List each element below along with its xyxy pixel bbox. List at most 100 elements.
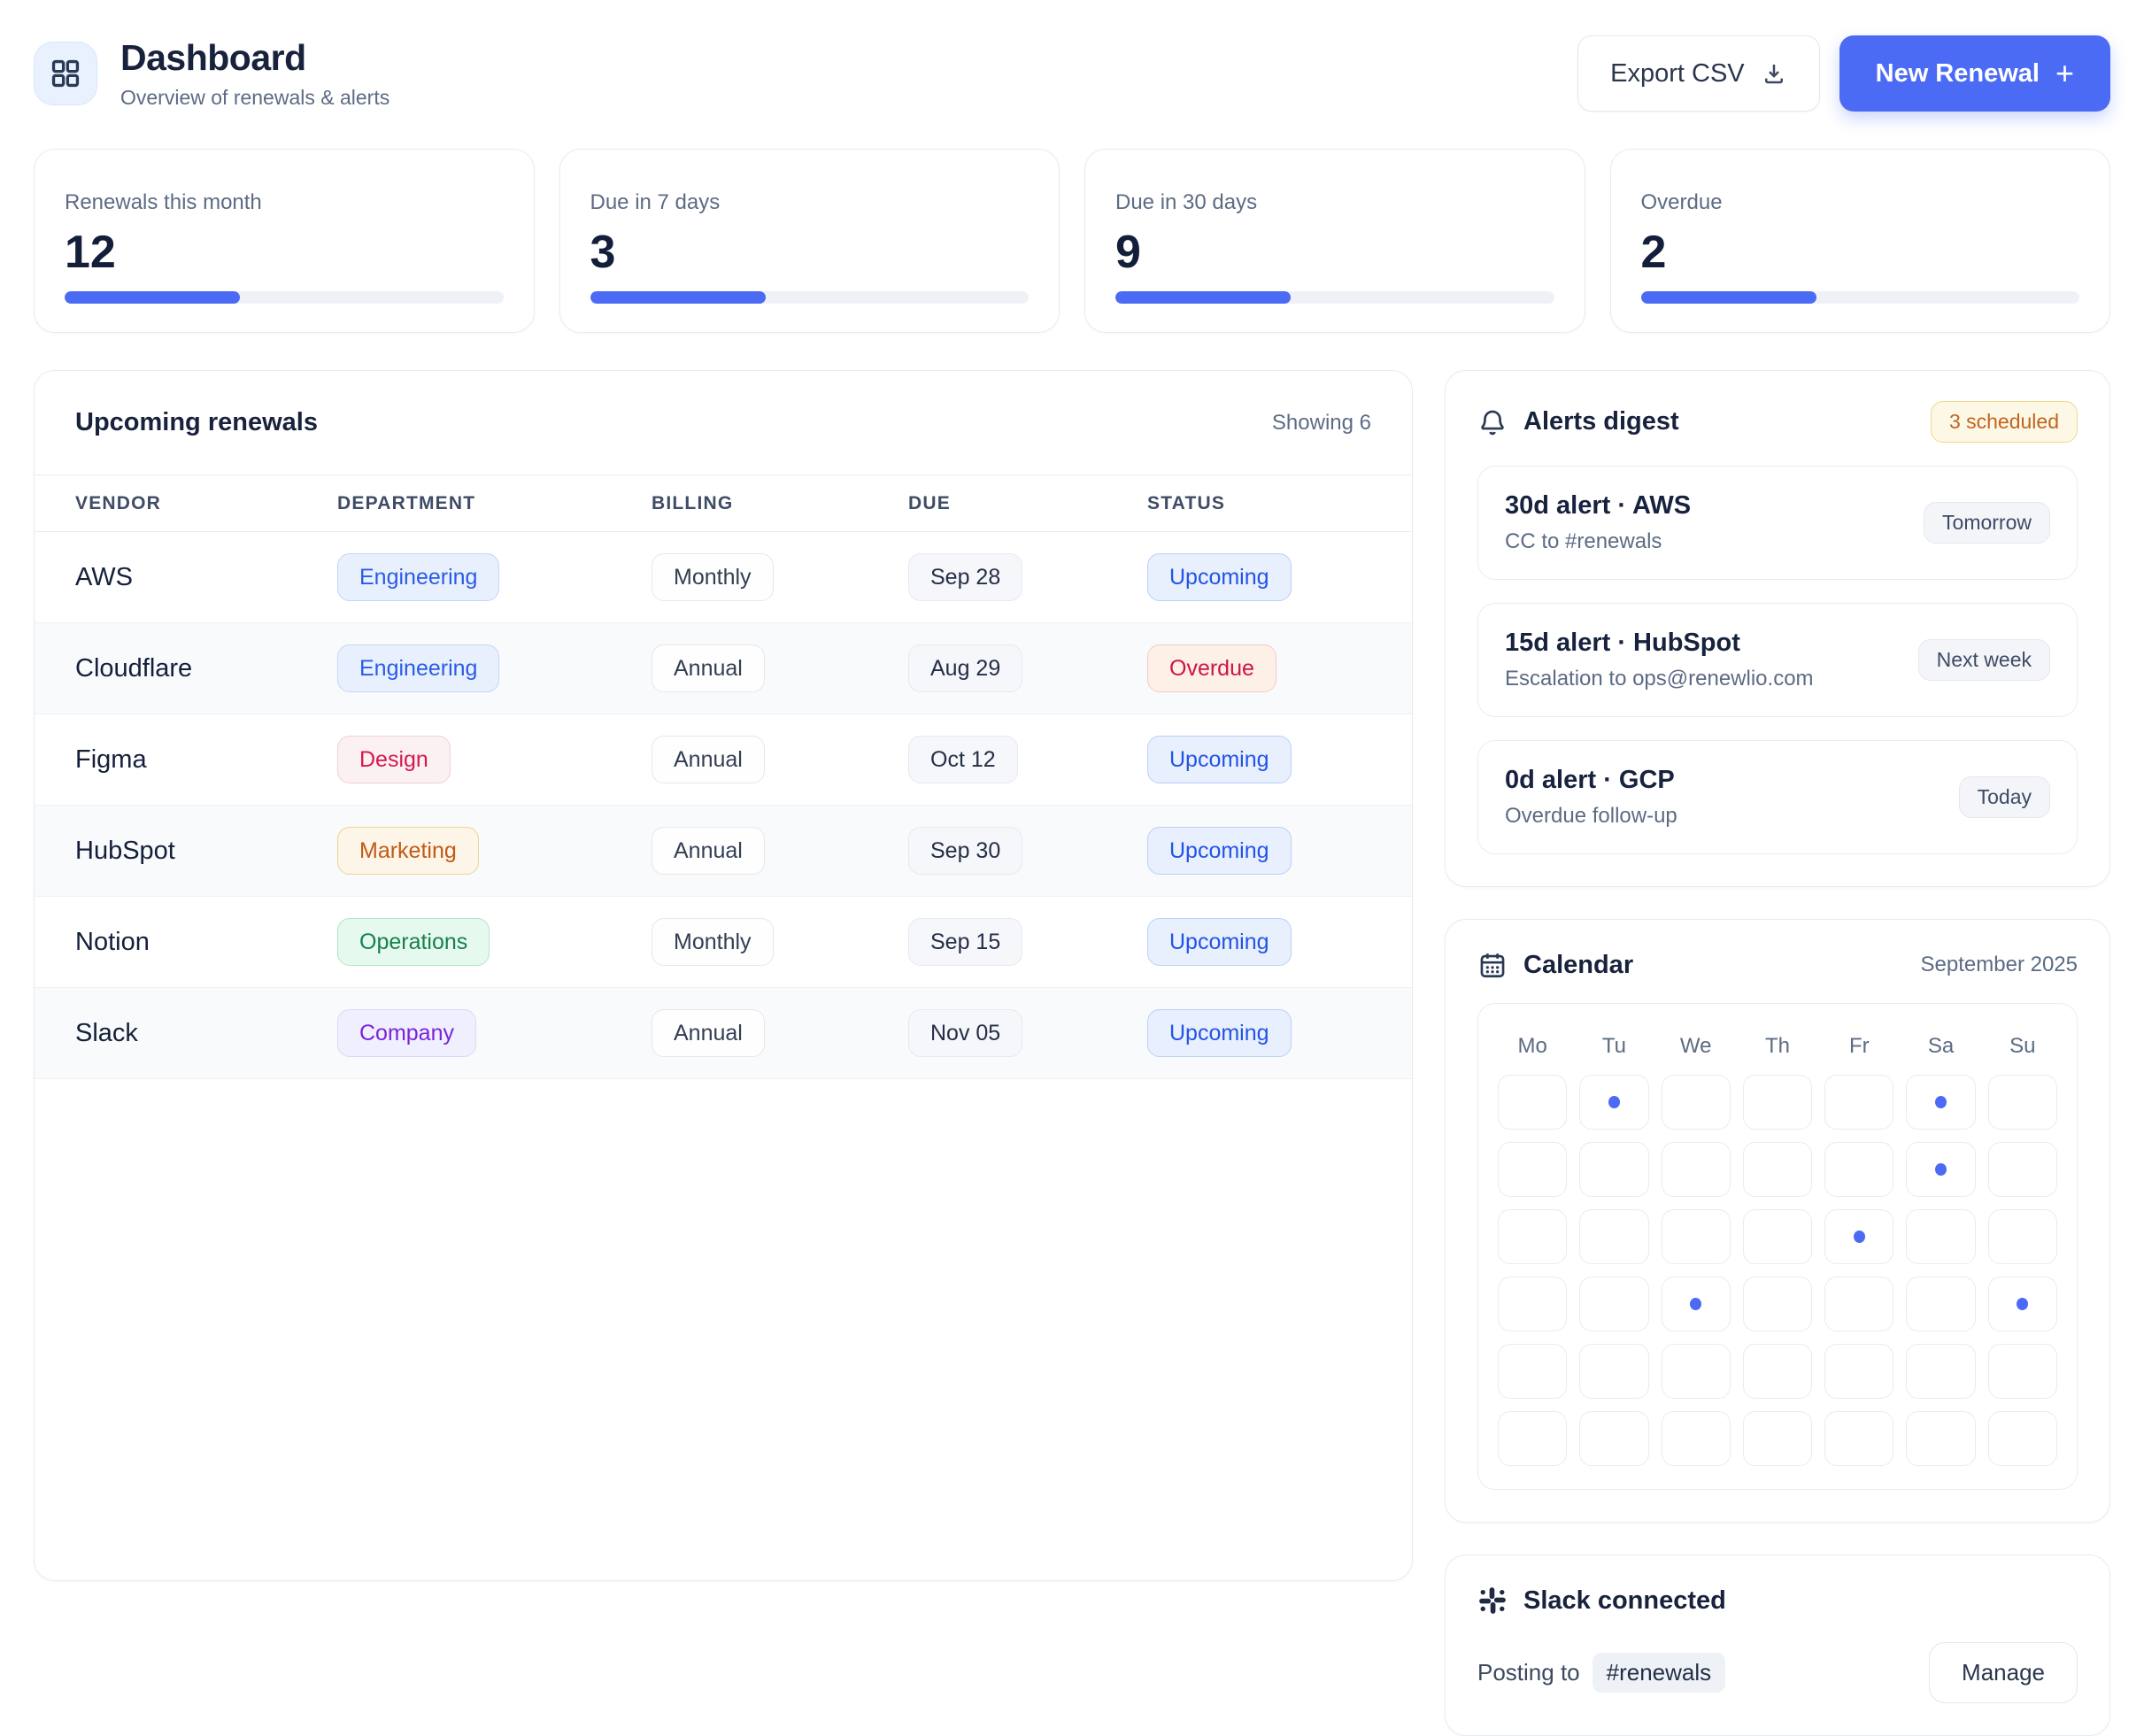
- calendar-cell[interactable]: [1824, 1277, 1894, 1331]
- status-badge: Upcoming: [1147, 918, 1292, 966]
- calendar-cell[interactable]: [1661, 1142, 1731, 1197]
- calendar-cell[interactable]: [1498, 1344, 1568, 1399]
- slack-connected-card: Slack connected Posting to #renewals Man…: [1445, 1555, 2110, 1736]
- calendar-cell[interactable]: [1987, 1277, 2057, 1331]
- vendor-name: Notion: [75, 927, 150, 956]
- billing-badge: Monthly: [652, 553, 774, 601]
- scheduled-badge: 3 scheduled: [1930, 401, 2078, 443]
- day-header: Sa: [1927, 1034, 1955, 1058]
- calendar-cell[interactable]: [1661, 1344, 1731, 1399]
- event-dot: [1935, 1163, 1947, 1176]
- calendar-cell[interactable]: [1579, 1209, 1649, 1264]
- calendar-cell[interactable]: [1987, 1411, 2057, 1466]
- calendar-cell[interactable]: [1906, 1142, 1976, 1197]
- stat-card-due-30-days: Due in 30 days 9: [1084, 149, 1585, 333]
- stat-label: Due in 7 days: [590, 190, 721, 214]
- alert-subtitle: CC to #renewals: [1505, 529, 1662, 553]
- calendar-title: Calendar: [1523, 950, 1634, 979]
- new-renewal-button[interactable]: New Renewal +: [1839, 35, 2110, 112]
- billing-badge: Annual: [652, 736, 765, 783]
- stat-value: 2: [1640, 227, 1667, 278]
- calendar-cell[interactable]: [1579, 1344, 1649, 1399]
- calendar-cell[interactable]: [1742, 1411, 1813, 1466]
- page-subtitle: Overview of renewals & alerts: [120, 86, 390, 109]
- download-icon: [1761, 60, 1787, 87]
- calendar-cell[interactable]: [1661, 1075, 1731, 1130]
- calendar-cell[interactable]: [1742, 1277, 1813, 1331]
- calendar-cell[interactable]: [1824, 1075, 1894, 1130]
- stat-label: Renewals this month: [65, 190, 262, 214]
- calendar-cell[interactable]: [1661, 1411, 1731, 1466]
- stat-label: Overdue: [1640, 190, 1723, 214]
- calendar-cell[interactable]: [1579, 1411, 1649, 1466]
- table-row[interactable]: Notion Operations Monthly Sep 15 Upcomin…: [35, 897, 1412, 988]
- calendar-cell[interactable]: [1579, 1142, 1649, 1197]
- table-row[interactable]: Slack Company Annual Nov 05 Upcoming: [35, 988, 1412, 1079]
- calendar-cell[interactable]: [1661, 1209, 1731, 1264]
- department-badge: Design: [337, 736, 451, 783]
- table-row[interactable]: AWS Engineering Monthly Sep 28 Upcoming: [35, 532, 1412, 623]
- department-badge: Company: [337, 1009, 476, 1057]
- calendar-cell[interactable]: [1579, 1075, 1649, 1130]
- calendar-month-label: September 2025: [1920, 953, 2078, 976]
- calendar-cell[interactable]: [1906, 1277, 1976, 1331]
- day-header: Su: [2009, 1034, 2036, 1058]
- calendar-cell[interactable]: [1906, 1075, 1976, 1130]
- stat-cards: Renewals this month 12 Due in 7 days 3 D…: [34, 149, 2110, 333]
- calendar-cell[interactable]: [1661, 1277, 1731, 1331]
- calendar-cell[interactable]: [1498, 1277, 1568, 1331]
- table-row[interactable]: HubSpot Marketing Annual Sep 30 Upcoming: [35, 806, 1412, 897]
- plus-icon: +: [2055, 55, 2074, 91]
- calendar-card: Calendar September 2025 Mo Tu We Th Fr S…: [1445, 919, 2110, 1523]
- alert-subtitle: Overdue follow-up: [1505, 804, 1677, 828]
- billing-badge: Annual: [652, 1009, 765, 1057]
- calendar-cell[interactable]: [1579, 1277, 1649, 1331]
- upcoming-renewals-card: Upcoming renewals Showing 6 VENDOR DEPAR…: [34, 370, 1413, 1581]
- event-dot: [2017, 1298, 2029, 1310]
- export-csv-button[interactable]: Export CSV: [1577, 35, 1820, 112]
- calendar-cell[interactable]: [1906, 1411, 1976, 1466]
- alert-title: 0d alert · GCP: [1505, 766, 1675, 794]
- calendar-cell[interactable]: [1742, 1142, 1813, 1197]
- calendar-cell[interactable]: [1498, 1142, 1568, 1197]
- stat-label: Due in 30 days: [1115, 190, 1258, 214]
- due-badge: Sep 15: [908, 918, 1023, 966]
- calendar-cell[interactable]: [1906, 1209, 1976, 1264]
- calendar-box: Mo Tu We Th Fr Sa Su: [1477, 1003, 2078, 1490]
- department-badge: Engineering: [337, 644, 500, 692]
- due-badge: Sep 28: [908, 553, 1023, 601]
- alert-item[interactable]: 0d alert · GCP Overdue follow-up Today: [1477, 740, 2078, 854]
- table-row[interactable]: Figma Design Annual Oct 12 Upcoming: [35, 714, 1412, 806]
- alerts-digest-title: Alerts digest: [1523, 407, 1679, 436]
- calendar-grid: [1498, 1075, 2057, 1466]
- calendar-cell[interactable]: [1987, 1344, 2057, 1399]
- alert-item[interactable]: 15d alert · HubSpot Escalation to ops@re…: [1477, 603, 2078, 717]
- alert-when-badge: Tomorrow: [1924, 502, 2050, 544]
- stat-card-renewals-this-month: Renewals this month 12: [34, 149, 535, 333]
- alerts-digest-card: Alerts digest 3 scheduled 30d alert · AW…: [1445, 370, 2110, 887]
- calendar-cell[interactable]: [1742, 1344, 1813, 1399]
- calendar-cell[interactable]: [1498, 1411, 1568, 1466]
- calendar-cell[interactable]: [1742, 1075, 1813, 1130]
- calendar-cell[interactable]: [1987, 1142, 2057, 1197]
- calendar-cell[interactable]: [1742, 1209, 1813, 1264]
- table-row[interactable]: Cloudflare Engineering Annual Aug 29 Ove…: [35, 623, 1412, 714]
- day-header: Tu: [1601, 1034, 1626, 1058]
- billing-badge: Monthly: [652, 918, 774, 966]
- due-badge: Sep 30: [908, 827, 1023, 875]
- alert-item[interactable]: 30d alert · AWS CC to #renewals Tomorrow: [1477, 466, 2078, 580]
- stat-value: 9: [1115, 227, 1141, 278]
- calendar-cell[interactable]: [1824, 1411, 1894, 1466]
- calendar-cell[interactable]: [1824, 1344, 1894, 1399]
- day-header: Fr: [1848, 1034, 1870, 1058]
- manage-button[interactable]: Manage: [1929, 1642, 2078, 1703]
- calendar-cell[interactable]: [1987, 1209, 2057, 1264]
- calendar-cell[interactable]: [1498, 1209, 1568, 1264]
- calendar-cell[interactable]: [1824, 1209, 1894, 1264]
- calendar-cell[interactable]: [1987, 1075, 2057, 1130]
- calendar-cell[interactable]: [1498, 1075, 1568, 1130]
- calendar-cell[interactable]: [1906, 1344, 1976, 1399]
- stat-value: 12: [65, 227, 116, 278]
- calendar-cell[interactable]: [1824, 1142, 1894, 1197]
- stat-card-overdue: Overdue 2: [1609, 149, 2110, 333]
